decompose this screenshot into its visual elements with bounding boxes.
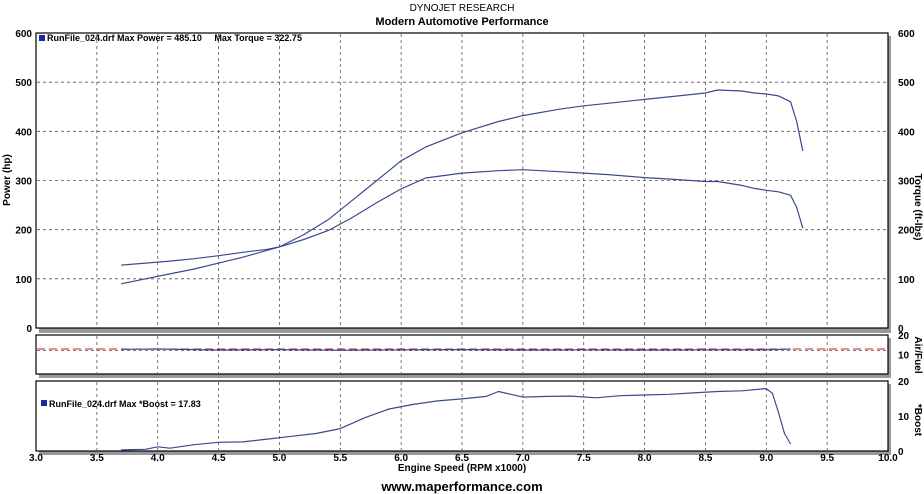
y-tick-label-right: 600	[898, 29, 915, 40]
x-tick-label: 10.0	[878, 453, 898, 464]
power-y-ticks: 0 100 200 300 400 500 600	[15, 29, 32, 335]
y-tick-label-right: 0	[898, 324, 904, 335]
power-axis-label: Power (hp)	[2, 154, 13, 206]
chart-title: Modern Automotive Performance	[375, 16, 548, 28]
y-tick-label-right: 20	[898, 377, 910, 388]
y-tick-label-left: 400	[15, 127, 32, 138]
y-tick-label-right: 20	[898, 331, 910, 342]
x-tick-label: 6.0	[394, 453, 408, 464]
boost-axis-label: *Boost	[912, 404, 923, 437]
y-tick-label-left: 300	[15, 177, 32, 188]
boost-panel	[35, 380, 889, 452]
y-tick-label-right: 200	[898, 226, 915, 237]
power-legend-text: RunFile_024.drf Max Power = 485.10 Max T…	[47, 33, 302, 43]
y-tick-label-right: 300	[898, 177, 915, 188]
x-tick-label: 8.5	[698, 453, 712, 464]
power-legend-marker	[39, 35, 45, 41]
airfuel-line	[37, 348, 887, 351]
boost-legend-marker	[41, 400, 47, 406]
series-line-boost	[121, 388, 792, 451]
y-tick-label-left: 100	[15, 275, 32, 286]
boost-y-ticks: 0 10 20	[898, 377, 910, 458]
series-line-power	[121, 89, 804, 285]
x-tick-label: 7.5	[577, 453, 591, 464]
x-tick-label: 3.5	[90, 453, 104, 464]
boost-grid	[96, 382, 828, 450]
y-tick-label-left: 200	[15, 226, 32, 237]
airfuel-grid	[37, 336, 887, 373]
header-text: DYNOJET RESEARCH	[410, 3, 515, 14]
airfuel-axis-label: Air/Fuel	[912, 336, 923, 373]
y-tick-label-right: 0	[898, 447, 904, 458]
y-tick-label-right: 500	[898, 78, 915, 89]
power-torque-lines	[121, 89, 804, 285]
y-tick-label-left: 500	[15, 78, 32, 89]
x-axis-label: Engine Speed (RPM x1000)	[398, 463, 526, 474]
y-tick-label-left: 600	[15, 29, 32, 40]
series-line-torque	[121, 169, 804, 266]
x-tick-label: 7.0	[516, 453, 530, 464]
y-tick-label-left: 0	[26, 324, 32, 335]
x-tick-label: 3.0	[29, 453, 43, 464]
boost-legend-text: RunFile_024.drf Max *Boost = 17.83	[49, 399, 201, 409]
x-tick-label: 6.5	[455, 453, 469, 464]
torque-axis-label: Torque (ft-lbs)	[912, 173, 923, 240]
y-tick-label-right: 10	[898, 412, 910, 423]
footer-website[interactable]: www.maperformance.com	[380, 479, 542, 494]
x-tick-label: 9.0	[759, 453, 773, 464]
x-tick-label: 9.5	[820, 453, 834, 464]
airfuel-y-ticks: 10 20	[898, 331, 910, 362]
power-grid	[37, 34, 887, 327]
x-tick-label: 4.5	[212, 453, 226, 464]
y-tick-label-right: 400	[898, 127, 915, 138]
x-tick-label: 4.0	[151, 453, 165, 464]
boost-line	[121, 388, 792, 451]
x-tick-label: 8.0	[638, 453, 652, 464]
x-tick-label: 5.5	[333, 453, 347, 464]
series-line-air-fuel	[121, 348, 791, 351]
torque-y-ticks: 0 100 200 300 400 500 600	[898, 29, 915, 335]
x-tick-label: 5.0	[272, 453, 286, 464]
y-tick-label-right: 10	[898, 351, 910, 362]
y-tick-label-right: 100	[898, 275, 915, 286]
x-axis-ticks: 3.0 3.5 4.0 4.5 5.0 5.5 6.0 6.5 7.0 7.5 8.0 8.5 9.0 9…	[29, 453, 898, 464]
